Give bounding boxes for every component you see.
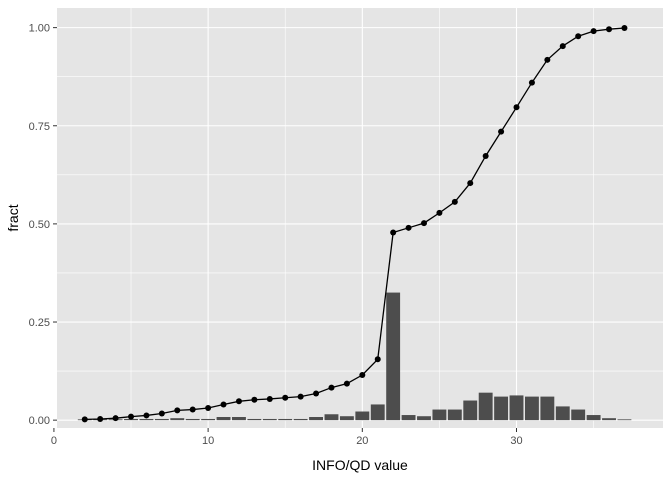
data-point (313, 390, 320, 397)
bar (170, 418, 185, 421)
data-point (143, 412, 150, 419)
bar (417, 416, 431, 421)
x-axis-title: INFO/QD value (312, 457, 408, 473)
bar (355, 411, 370, 421)
data-point (112, 415, 119, 422)
x-tick-label: 0 (51, 435, 57, 447)
bar (216, 417, 231, 421)
y-tick-label: 0.00 (29, 415, 50, 427)
data-point (420, 220, 427, 227)
data-point (282, 394, 289, 401)
data-point (81, 416, 88, 423)
data-point (328, 384, 335, 391)
data-point (359, 372, 366, 379)
bar (509, 395, 524, 421)
data-point (128, 413, 135, 420)
y-tick-label: 0.50 (29, 219, 50, 231)
bar (154, 418, 169, 421)
data-point (374, 356, 381, 363)
y-axis-title: fract (5, 204, 21, 231)
data-point (189, 406, 196, 413)
bar (139, 418, 154, 421)
bar (232, 417, 246, 421)
x-tick-label: 30 (510, 435, 522, 447)
data-point (97, 415, 104, 422)
data-point (467, 180, 474, 187)
y-tick-label: 0.75 (29, 121, 50, 133)
data-point (297, 393, 304, 400)
data-point (513, 104, 520, 111)
data-point (559, 43, 566, 50)
data-point (205, 404, 212, 411)
bar (571, 409, 586, 421)
plot-panel (57, 8, 663, 428)
y-tick-label: 1.00 (29, 23, 50, 35)
data-point (482, 152, 489, 159)
bar (386, 292, 401, 421)
bar (602, 418, 616, 421)
data-point (498, 128, 505, 135)
bar (494, 396, 509, 421)
bar (524, 396, 539, 421)
data-point (220, 401, 227, 408)
bar (463, 400, 478, 421)
bar (201, 418, 216, 421)
data-point (544, 56, 551, 63)
data-point (158, 410, 165, 417)
axes: 0 10 20 30 0.00 0.25 0.50 0.75 1.00 (29, 23, 523, 447)
data-point (436, 209, 443, 216)
bar (586, 415, 601, 421)
data-point (251, 396, 258, 403)
bar (278, 418, 293, 421)
minor-gridlines (57, 8, 663, 428)
bar (339, 416, 354, 421)
bar (309, 417, 323, 421)
bar (293, 418, 308, 421)
data-point (451, 198, 458, 205)
bar (432, 409, 447, 421)
data-point (590, 28, 597, 35)
data-point (528, 79, 535, 86)
bar (247, 418, 262, 421)
bar (555, 406, 570, 421)
data-point (343, 380, 350, 387)
bar-series (77, 292, 632, 421)
bar (185, 418, 200, 421)
bar (447, 409, 462, 421)
data-point (405, 224, 412, 231)
bar (478, 392, 493, 421)
y-tick-label: 0.25 (29, 317, 50, 329)
x-tick-label: 20 (356, 435, 368, 447)
bar (540, 396, 555, 421)
data-point (606, 26, 613, 33)
point-series (81, 25, 628, 423)
x-tick-label: 10 (202, 435, 214, 447)
data-point (174, 407, 181, 414)
data-point (235, 398, 242, 405)
data-point (575, 33, 582, 40)
bar (324, 414, 339, 421)
bar (617, 419, 632, 421)
data-point (621, 25, 628, 32)
data-point (390, 229, 397, 236)
bar (401, 415, 416, 421)
bar (262, 418, 277, 421)
data-point (266, 395, 273, 402)
bar (370, 404, 385, 421)
